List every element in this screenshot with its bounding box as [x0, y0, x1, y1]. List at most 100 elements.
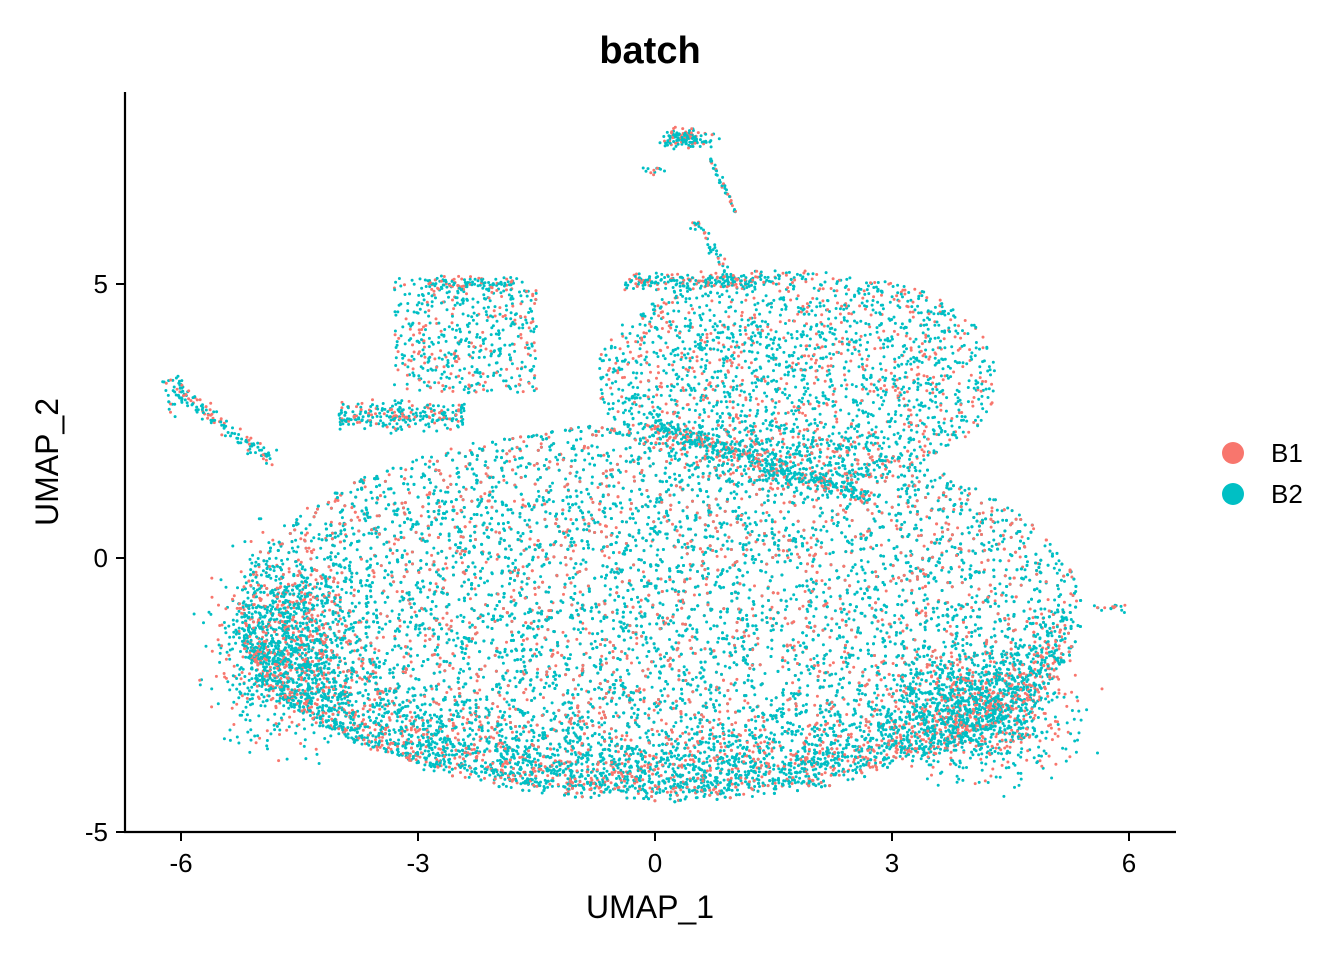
point-b2 — [696, 494, 700, 498]
point-b2 — [462, 515, 466, 519]
point-b2 — [745, 433, 749, 437]
point-b2 — [610, 673, 614, 677]
point-b2 — [794, 540, 798, 544]
point-b2 — [744, 511, 748, 515]
point-b2 — [490, 485, 494, 489]
point-b2 — [593, 639, 597, 643]
point-b2 — [789, 691, 793, 695]
point-b2 — [545, 500, 549, 504]
point-b2 — [784, 608, 787, 612]
point-b1 — [449, 687, 453, 691]
point-b2 — [1022, 541, 1026, 545]
point-b2 — [656, 548, 660, 552]
point-b2 — [566, 488, 570, 492]
point-b1 — [438, 663, 442, 667]
point-b2 — [513, 676, 517, 680]
point-b1 — [678, 485, 682, 489]
point-b2 — [459, 613, 463, 617]
point-b2 — [825, 529, 829, 533]
point-b1 — [715, 554, 719, 558]
point-b1 — [513, 499, 516, 503]
point-b2 — [937, 557, 941, 561]
point-b2 — [737, 481, 740, 485]
point-b2 — [360, 584, 364, 588]
point-b1 — [635, 642, 639, 646]
point-b2 — [452, 638, 456, 642]
point-b2 — [764, 570, 768, 574]
point-b2 — [490, 707, 494, 711]
point-b1 — [378, 707, 382, 711]
point-b2 — [706, 495, 710, 499]
point-b1 — [468, 621, 471, 625]
point-b1 — [838, 597, 842, 601]
point-b2 — [888, 640, 892, 644]
point-b2 — [882, 554, 886, 558]
point-b2 — [598, 696, 602, 700]
point-b1 — [449, 447, 453, 451]
point-b2 — [1004, 568, 1008, 572]
point-b2 — [535, 543, 539, 547]
point-b2 — [1053, 598, 1057, 602]
point-b2 — [462, 615, 466, 619]
point-b2 — [960, 575, 963, 579]
point-b2 — [464, 647, 468, 651]
point-b2 — [946, 621, 950, 624]
point-b2 — [938, 541, 942, 545]
point-b2 — [857, 692, 861, 696]
point-b1 — [483, 492, 487, 496]
point-b1 — [801, 604, 805, 608]
point-b2 — [383, 707, 387, 711]
point-b2 — [504, 784, 508, 788]
point-b2 — [508, 679, 512, 683]
point-b2 — [812, 533, 815, 537]
point-b2 — [631, 517, 635, 520]
point-b2 — [568, 741, 572, 745]
point-b2 — [680, 692, 684, 696]
point-b1 — [830, 518, 834, 522]
point-b2 — [634, 521, 638, 525]
point-b1 — [922, 544, 926, 548]
point-b2 — [722, 585, 726, 589]
point-b1 — [484, 735, 487, 739]
point-b2 — [792, 461, 795, 465]
point-b1 — [791, 681, 795, 685]
point-b2 — [519, 658, 523, 661]
point-b1 — [722, 737, 726, 741]
point-b2 — [793, 657, 797, 661]
point-b2 — [894, 633, 898, 637]
point-b2 — [444, 516, 447, 520]
point-b2 — [845, 665, 849, 669]
point-b2 — [487, 593, 491, 597]
point-b1 — [860, 488, 864, 492]
point-b2 — [619, 675, 622, 679]
point-b2 — [936, 615, 940, 619]
point-b2 — [657, 511, 661, 515]
point-b2 — [635, 656, 639, 660]
point-b2 — [493, 458, 497, 462]
point-b2 — [523, 612, 527, 616]
point-b2 — [757, 553, 761, 557]
point-b2 — [388, 671, 392, 675]
point-b1 — [894, 524, 898, 528]
point-b2 — [750, 731, 754, 734]
point-b2 — [832, 522, 836, 526]
point-b1 — [1007, 617, 1011, 621]
point-b1 — [625, 654, 629, 658]
point-b1 — [676, 593, 680, 596]
point-b2 — [937, 623, 941, 627]
point-b2 — [476, 505, 480, 508]
point-b2 — [682, 665, 686, 669]
point-b1 — [565, 573, 569, 577]
point-b2 — [835, 637, 839, 641]
point-b2 — [664, 466, 668, 470]
point-b2 — [918, 655, 922, 659]
point-b1 — [453, 766, 457, 770]
point-b2 — [423, 462, 427, 466]
point-b2 — [680, 545, 684, 549]
point-b2 — [514, 472, 518, 476]
point-b2 — [851, 769, 855, 772]
point-b1 — [781, 656, 785, 660]
point-b2 — [427, 724, 431, 728]
point-b1 — [358, 518, 362, 522]
point-b2 — [509, 786, 513, 789]
